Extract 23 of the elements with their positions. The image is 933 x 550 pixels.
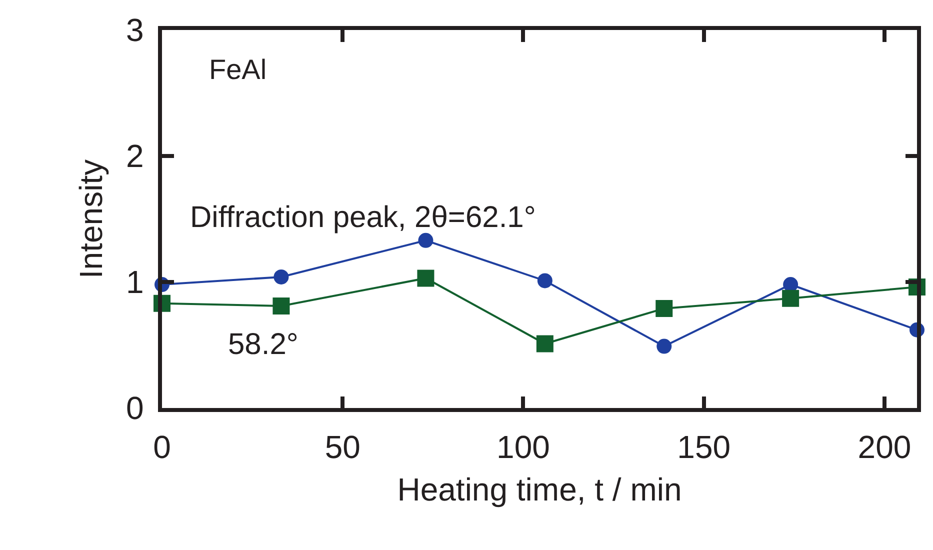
x-tick-label: 100 xyxy=(496,429,550,466)
x-axis-title: Heating time, t / min xyxy=(397,472,682,508)
y-tick-label: 3 xyxy=(126,12,144,48)
y-axis-title: Intensity xyxy=(72,159,109,279)
point xyxy=(782,290,800,307)
y-tick-label: 1 xyxy=(126,264,144,300)
point xyxy=(418,232,434,248)
point xyxy=(417,270,434,287)
series-label: Diffraction peak, 2θ=62.1° xyxy=(190,201,536,234)
point xyxy=(656,300,673,317)
x-tick-label: 0 xyxy=(153,429,171,466)
annotation: FeAl xyxy=(209,54,267,85)
series-label: 58.2° xyxy=(228,328,298,361)
point xyxy=(536,335,554,352)
y-tick-label: 2 xyxy=(126,138,144,174)
x-tick-label: 200 xyxy=(858,429,912,466)
point xyxy=(537,273,552,288)
point xyxy=(274,269,289,284)
x-tick-label: 50 xyxy=(324,429,360,466)
y-tick-label: 0 xyxy=(126,390,144,426)
x-tick-label: 150 xyxy=(677,429,731,466)
point xyxy=(272,297,290,314)
point xyxy=(656,338,672,354)
